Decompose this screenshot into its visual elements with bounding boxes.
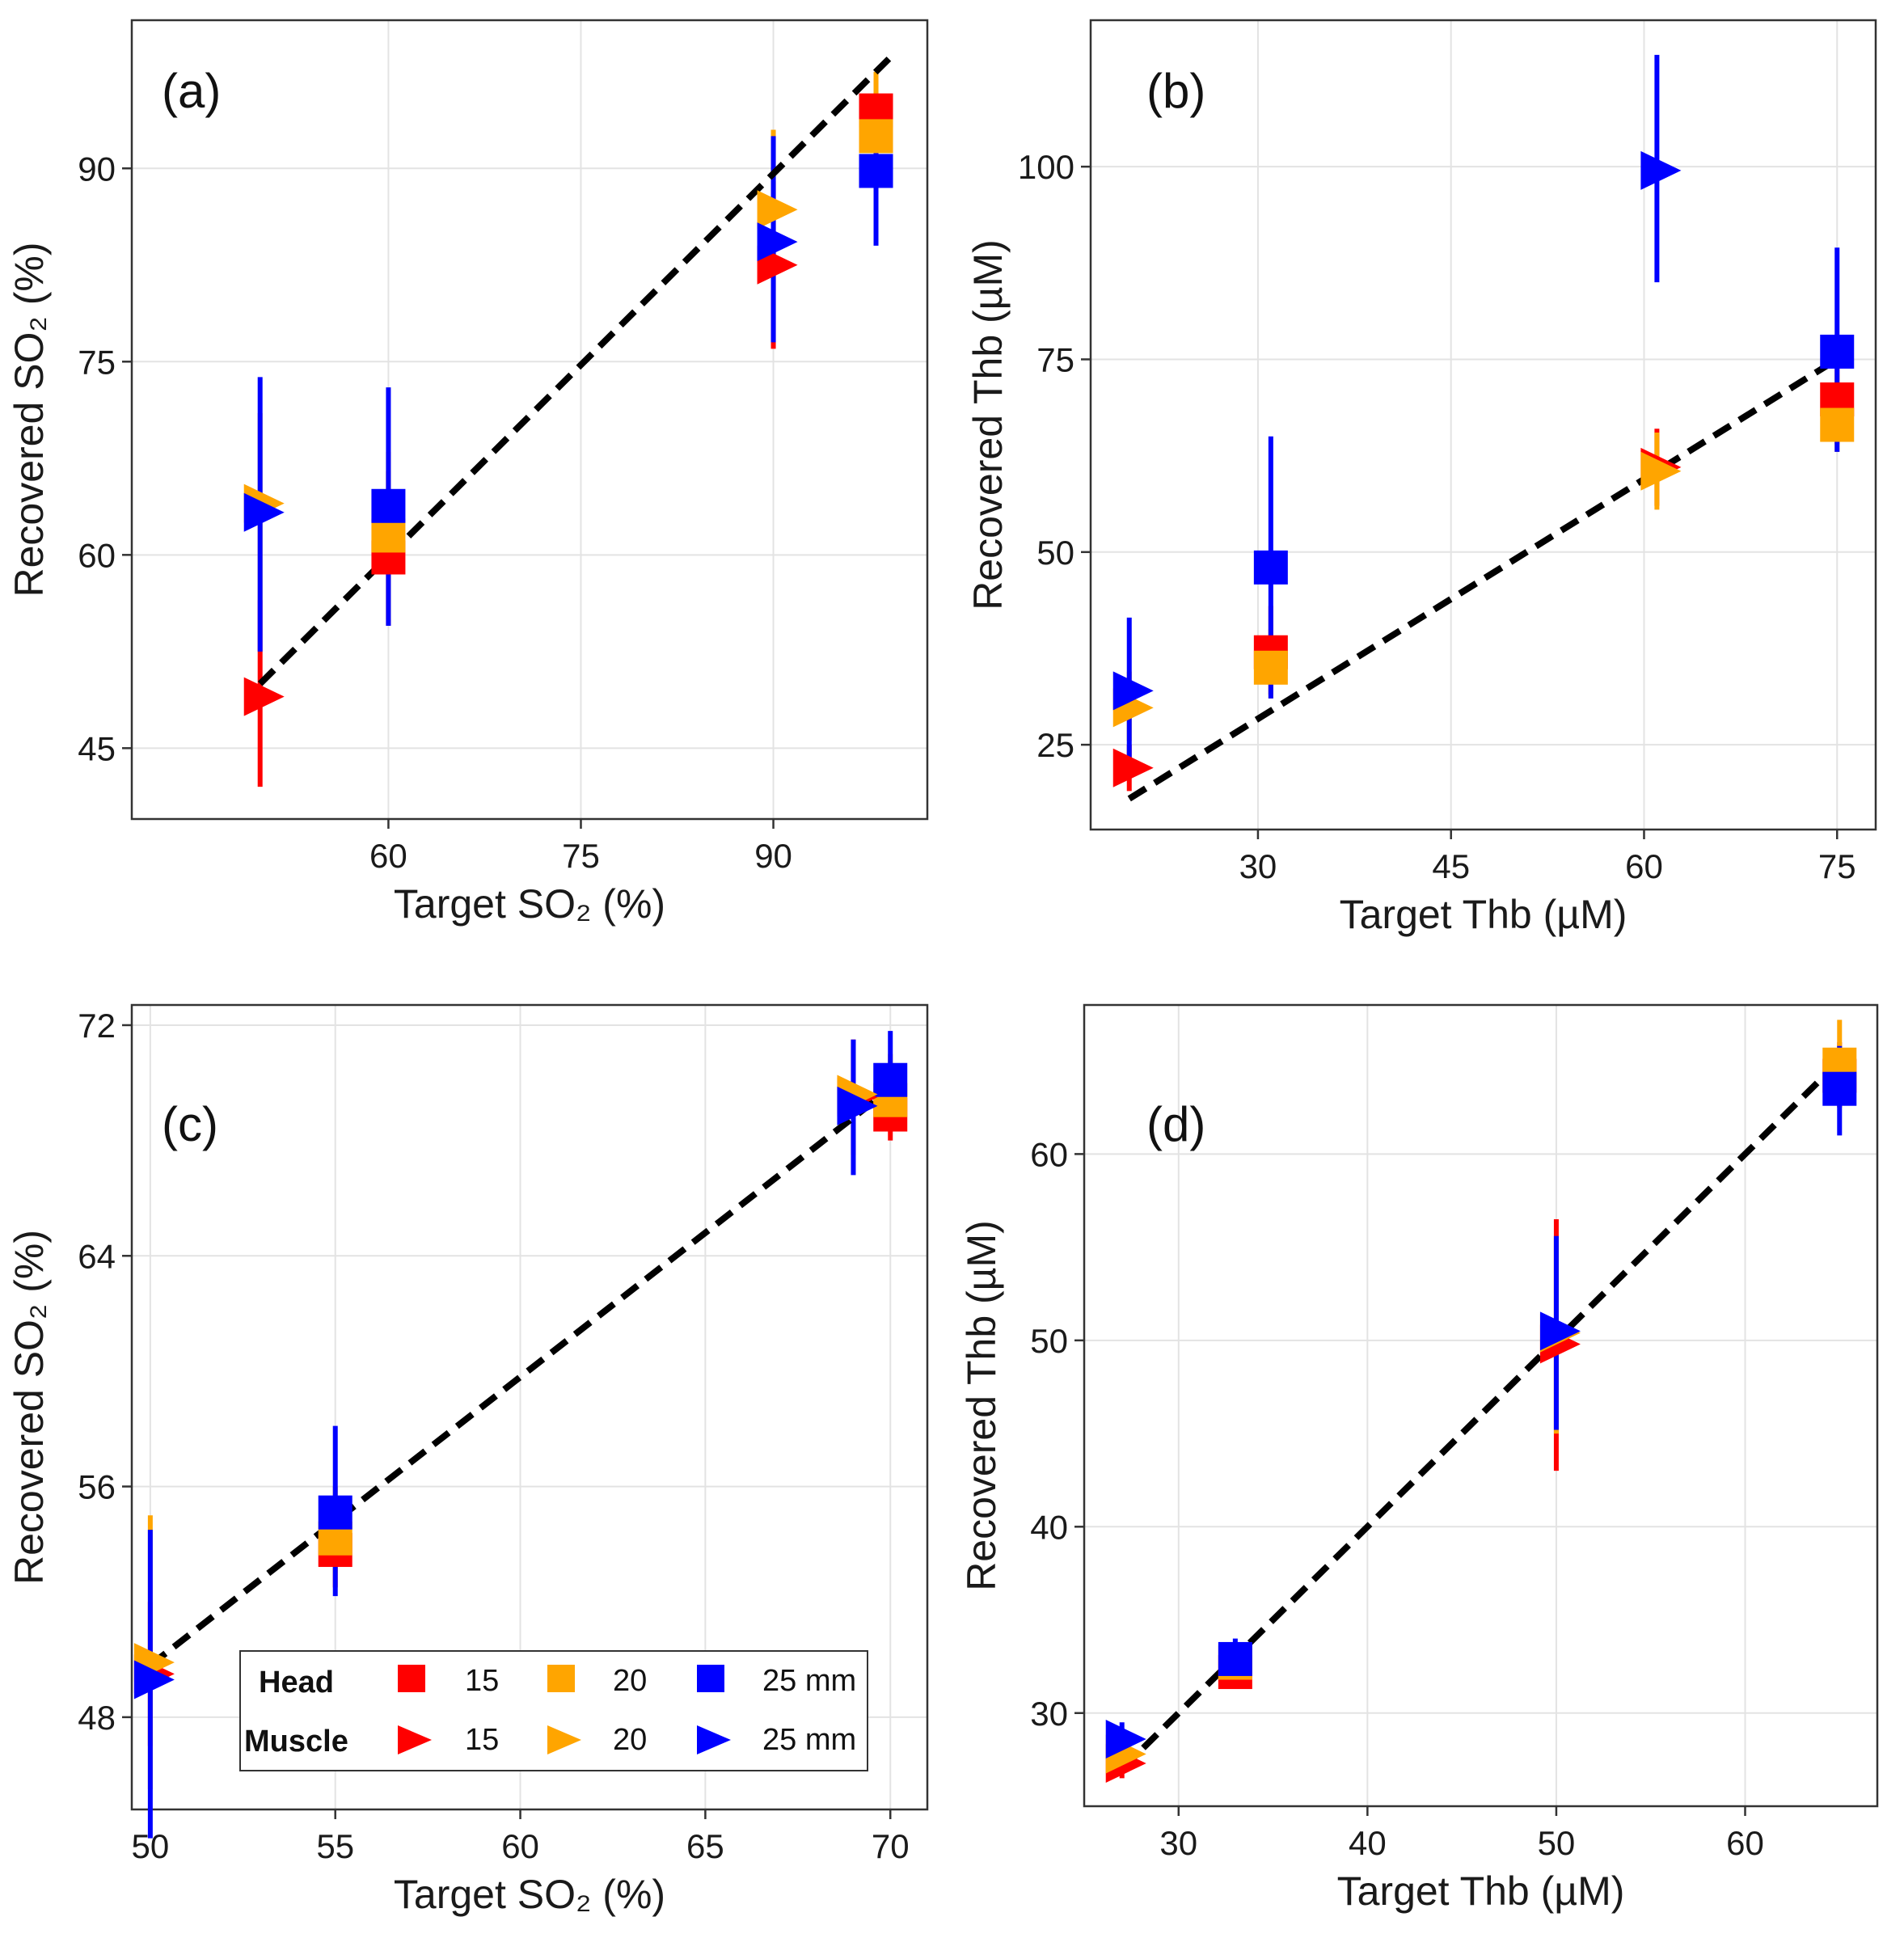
data-point-muscle-25 <box>243 492 285 532</box>
y-tick-label: 64 <box>78 1237 116 1275</box>
data-point-muscle-25 <box>1112 671 1154 711</box>
x-axis-label: Target SO₂ (%) <box>394 881 665 927</box>
x-tick-label: 60 <box>369 837 407 875</box>
plot-frame <box>1083 1003 1879 1808</box>
legend-head-label: Head <box>259 1666 334 1699</box>
panel-tag: (b) <box>1146 64 1205 118</box>
x-tick-label: 40 <box>1349 1824 1387 1862</box>
data-point-head-20 <box>371 518 406 553</box>
y-tick-label: 25 <box>1036 726 1074 764</box>
x-tick-label: 60 <box>501 1827 539 1865</box>
y-tick-label: 56 <box>78 1468 116 1506</box>
data-point-muscle-25 <box>1105 1720 1146 1759</box>
data-point-head-25 <box>1253 550 1288 585</box>
y-axis-label: Recovered Thb (µM) <box>959 1220 1004 1591</box>
legend-entry-25-muscle: 25 mm <box>762 1723 856 1757</box>
chart-panel-0: 60 75 90 45 60 75 90 Target SO₂ (%) Recovered SO… <box>6 19 929 927</box>
legend-muscle-label: Muscle <box>244 1725 348 1759</box>
y-tick-label: 75 <box>78 343 116 381</box>
x-tick-label: 60 <box>1625 847 1663 885</box>
x-axis-label: Target Thb (µM) <box>1337 1868 1625 1914</box>
data-point-muscle-15 <box>1112 748 1154 787</box>
legend-entry-25-head: 25 mm <box>762 1664 856 1698</box>
data-point-head-20 <box>859 119 893 154</box>
legend-entry-20-muscle: 20 <box>613 1723 647 1757</box>
data-point-muscle-20 <box>757 190 798 230</box>
y-tick-label: 60 <box>1030 1135 1068 1173</box>
data-point-head-20 <box>1253 650 1288 685</box>
data-point-muscle-15 <box>243 677 285 716</box>
identity-line <box>148 1086 893 1668</box>
data-point-head-25 <box>371 488 406 523</box>
x-tick-label: 45 <box>1432 847 1470 885</box>
legend: Head Muscle 15 20 25 mm 15 20 25 mm <box>239 1650 868 1771</box>
data-point-muscle-20 <box>1640 451 1682 491</box>
x-tick-label: 90 <box>754 837 792 875</box>
y-tick-label: 60 <box>78 536 116 574</box>
y-axis-label: Recovered SO₂ (%) <box>6 243 52 597</box>
y-tick-label: 75 <box>1036 340 1074 378</box>
x-axis-label: Target SO₂ (%) <box>394 1872 665 1917</box>
panel-tag: (d) <box>1146 1097 1205 1151</box>
legend-entry-15-head: 15 <box>465 1664 499 1698</box>
x-tick-label: 30 <box>1239 847 1277 885</box>
y-tick-label: 50 <box>1036 534 1074 572</box>
x-tick-label: 70 <box>872 1827 910 1865</box>
legend-muscle-15-marker <box>398 1725 432 1754</box>
x-tick-label: 75 <box>562 837 600 875</box>
x-tick-label: 30 <box>1159 1824 1197 1862</box>
x-axis-label: Target Thb (µM) <box>1340 892 1627 937</box>
x-tick-label: 50 <box>1538 1824 1576 1862</box>
plot-frame <box>130 19 929 821</box>
legend-head-20-marker <box>547 1665 575 1692</box>
data-point-muscle-25 <box>1640 150 1682 190</box>
legend-head-15-marker <box>398 1665 425 1692</box>
x-tick-label: 65 <box>686 1827 724 1865</box>
y-tick-label: 45 <box>78 729 116 767</box>
y-tick-label: 90 <box>78 150 116 188</box>
legend-muscle-25-marker <box>697 1725 731 1754</box>
y-tick-label: 30 <box>1030 1695 1068 1733</box>
data-point-muscle-25 <box>837 1086 878 1125</box>
y-tick-label: 40 <box>1030 1508 1068 1546</box>
legend-entry-15-muscle: 15 <box>465 1723 499 1757</box>
data-point-head-25 <box>1820 334 1855 369</box>
data-point-head-25 <box>318 1495 353 1530</box>
legend-head-25-marker <box>697 1665 724 1692</box>
y-axis-label: Recovered SO₂ (%) <box>6 1230 52 1585</box>
y-tick-label: 50 <box>1030 1322 1068 1360</box>
x-tick-label: 75 <box>1818 847 1856 885</box>
data-point-muscle-25 <box>133 1660 175 1699</box>
data-point-head-20 <box>1820 407 1855 442</box>
plot-frame <box>130 1003 929 1811</box>
data-point-head-25 <box>1822 1071 1857 1106</box>
panel-tag: (c) <box>162 1097 218 1151</box>
y-tick-label: 100 <box>1018 148 1074 186</box>
y-tick-label: 48 <box>78 1699 116 1737</box>
x-tick-label: 60 <box>1726 1824 1764 1862</box>
data-point-muscle-25 <box>1539 1311 1581 1351</box>
legend-entry-20-head: 20 <box>613 1664 647 1698</box>
data-point-muscle-25 <box>757 222 798 262</box>
y-axis-label: Recovered Thb (µM) <box>965 239 1011 610</box>
identity-line <box>1127 357 1839 802</box>
x-tick-label: 55 <box>316 1827 354 1865</box>
data-point-head-25 <box>1218 1641 1252 1676</box>
panel-tag: (a) <box>162 64 221 118</box>
legend-muscle-20-marker <box>547 1725 581 1754</box>
plot-frame <box>1089 19 1877 831</box>
chart-panel-3: 30 40 50 60 30 40 50 60 Target Thb (µM) Recovered… <box>959 1003 1879 1914</box>
y-tick-label: 72 <box>78 1007 116 1045</box>
chart-panel-1: 30 45 60 75 25 50 75 100 Target Thb (µM) Recovere… <box>965 19 1877 937</box>
data-point-head-25 <box>873 1062 908 1097</box>
data-point-head-25 <box>859 154 893 188</box>
